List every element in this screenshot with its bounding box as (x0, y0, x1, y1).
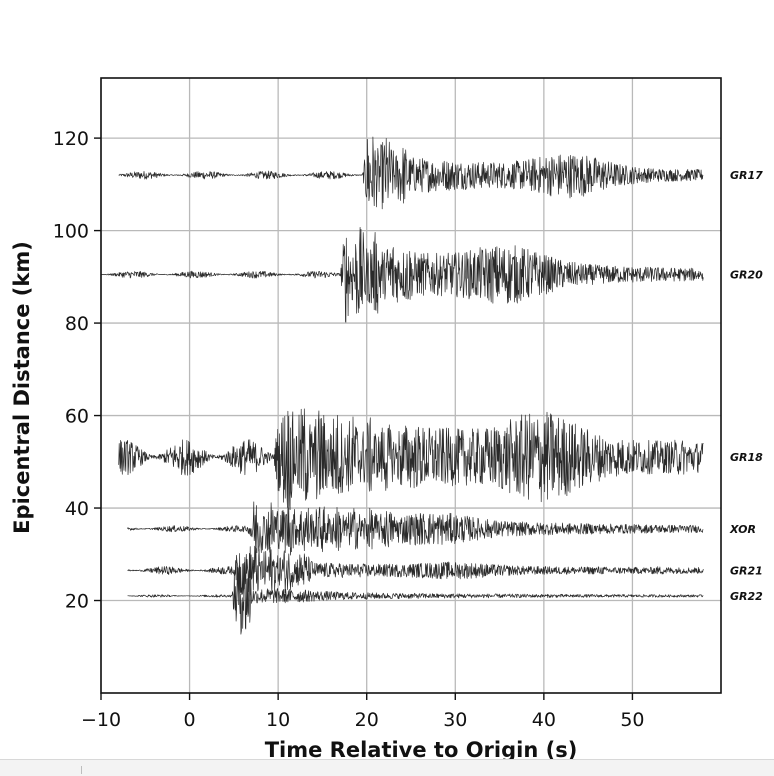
station-label-gr18: GR18 (730, 451, 763, 464)
y-tick-label: 120 (53, 128, 89, 150)
trace-gr22 (127, 562, 704, 635)
y-tick-label: 20 (65, 591, 89, 613)
y-tick-label: 40 (65, 498, 89, 520)
trace-gr20 (100, 227, 704, 323)
trace-xor (127, 501, 704, 556)
y-axis-title: Epicentral Distance (km) (10, 241, 34, 534)
x-tick-label: 10 (266, 709, 290, 731)
station-labels: GR17 GR20 GR18 XOR GR21 GR22 (729, 169, 763, 603)
station-label-gr17: GR17 (730, 169, 763, 182)
x-tick-label: 50 (620, 709, 644, 731)
trace-gr21 (127, 545, 704, 595)
trace-gr17 (118, 136, 704, 210)
x-axis-title: Time Relative to Origin (s) (265, 738, 578, 760)
y-tick-label: 80 (65, 313, 89, 335)
x-tick-label: 40 (532, 709, 556, 731)
window-bottom-strip (0, 759, 774, 776)
trace-gr18 (118, 408, 704, 511)
plot-frame (100, 77, 722, 694)
waveform-traces (100, 136, 704, 635)
x-axis-ticks: −10 0 10 20 30 40 50 (81, 693, 645, 731)
x-tick-label: −10 (81, 709, 121, 731)
x-tick-label: 20 (355, 709, 379, 731)
x-tick-label: 0 (184, 709, 196, 731)
station-label-gr22: GR22 (730, 590, 763, 603)
y-tick-label: 100 (53, 221, 89, 243)
y-axis-ticks: 20 40 60 80 100 120 (53, 128, 101, 613)
strip-tick (81, 766, 82, 774)
station-label-gr20: GR20 (730, 269, 763, 282)
station-label-gr21: GR21 (730, 564, 763, 577)
y-tick-label: 60 (65, 406, 89, 428)
station-label-xor: XOR (729, 523, 756, 536)
x-tick-label: 30 (443, 709, 467, 731)
